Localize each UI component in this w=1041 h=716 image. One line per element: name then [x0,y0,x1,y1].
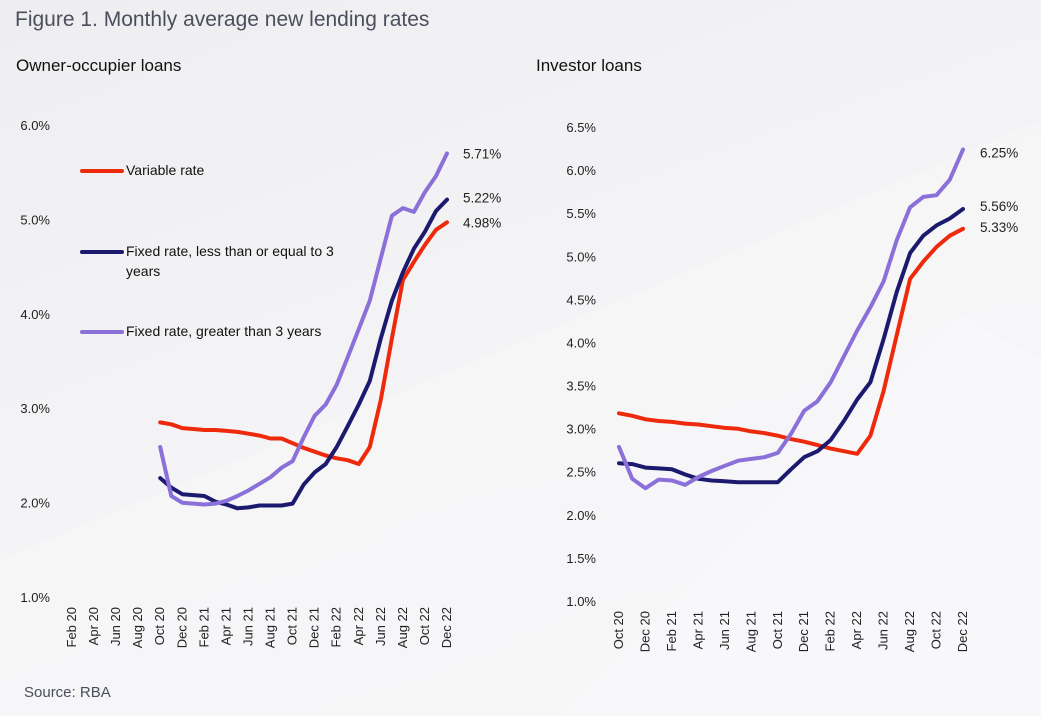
investor-ytick-label: 4.0% [566,335,596,350]
owner-xtick-label: Oct 21 [285,607,300,645]
investor-xtick-label: Dec 22 [955,611,970,652]
owner-xtick-label: Oct 20 [152,607,167,645]
investor-xtick-label: Jun 21 [717,611,732,650]
owner-xtick-label: Jun 20 [108,607,123,646]
investor-ytick-label: 4.5% [566,292,596,307]
owner-ytick-label: 3.0% [20,401,50,416]
investor-ytick-label: 3.0% [566,422,596,437]
source-note: Source: RBA [24,684,111,701]
owner-end-label-0: 4.98% [463,215,501,230]
owner-xtick-label: Dec 20 [174,607,189,648]
investor-ytick-label: 2.5% [566,465,596,480]
investor-xtick-label: Dec 20 [637,611,652,652]
owner-xtick-label: Dec 21 [307,607,322,648]
owner-xtick-label: Aug 21 [263,607,278,648]
owner-series-line-1 [158,197,449,511]
investor-xtick-label: Feb 22 [823,611,838,651]
investor-ytick-label: 6.0% [566,163,596,178]
legend-label-fixed-short: Fixed rate, less than or equal to 3 year… [126,243,334,279]
investor-xtick-label: Oct 22 [929,611,944,649]
legend-swatch-variable [80,169,124,173]
owner-ytick-label: 1.0% [20,590,50,605]
investor-xtick-label: Apr 22 [849,611,864,649]
investor-chart: 6.5% 6.0% 5.5% 5.0% 4.5% 4.0% 3.5% 3.0% 2.5% 2.0%… [566,120,1018,652]
owner-xtick-label: Feb 22 [329,607,344,647]
legend-item-fixed-long: Fixed rate, greater than 3 years [80,321,346,341]
investor-xtick-label: Jun 22 [876,611,891,650]
investor-xtick-label: Aug 21 [743,611,758,652]
owner-xtick-label: Apr 22 [351,607,366,645]
legend-swatch-fixed-long [80,330,124,334]
owner-occupier-panel-title: Owner-occupier loans [16,56,182,75]
investor-series-line-2 [617,147,965,491]
owner-xtick-label: Feb 20 [64,607,79,647]
owner-end-label-1: 5.22% [463,191,501,206]
owner-xtick-label: Feb 21 [196,607,211,647]
owner-ytick-label: 2.0% [20,496,50,511]
owner-series-line-2 [158,151,449,507]
investor-ytick-label: 5.0% [566,249,596,264]
investor-xtick-label: Feb 21 [664,611,679,651]
investor-xtick-label: Dec 21 [796,611,811,652]
investor-series-line-1 [617,207,965,485]
owner-xtick-label: Jun 22 [373,607,388,646]
legend-item-fixed-short: Fixed rate, less than or equal to 3 year… [80,241,346,281]
investor-ytick-label: 5.5% [566,206,596,221]
owner-occupier-chart: 6.0% 5.0% 4.0% 3.0% 2.0% 1.0% Feb 20 Apr 20 Jun … [20,118,501,648]
investor-xtick-label: Oct 20 [611,611,626,649]
investor-ytick-label: 2.0% [566,508,596,523]
investor-xtick-label: Apr 21 [690,611,705,649]
owner-ytick-label: 4.0% [20,307,50,322]
owner-ytick-label: 6.0% [20,118,50,133]
investor-ytick-label: 6.5% [566,120,596,135]
investor-panel-title: Investor loans [536,56,642,75]
figure-title: Figure 1. Monthly average new lending ra… [15,8,430,31]
owner-xtick-label: Jun 21 [240,607,255,646]
owner-xtick-label: Aug 20 [130,607,145,648]
investor-ytick-label: 1.5% [566,551,596,566]
owner-xtick-label: Apr 20 [86,607,101,645]
owner-ytick-label: 5.0% [20,212,50,227]
investor-series-line-0 [617,226,965,456]
investor-end-label-0: 5.33% [980,220,1018,235]
investor-end-label-2: 6.25% [980,146,1018,161]
investor-xtick-label: Oct 21 [770,611,785,649]
owner-xtick-label: Dec 22 [439,607,454,648]
legend-label-variable: Variable rate [126,162,205,178]
legend-item-variable: Variable rate [80,160,346,180]
owner-series-line-0 [158,220,449,466]
owner-xtick-label: Aug 22 [395,607,410,648]
investor-xtick-label: Aug 22 [902,611,917,652]
legend-label-fixed-long: Fixed rate, greater than 3 years [126,323,322,339]
owner-xtick-label: Oct 22 [417,607,432,645]
owner-end-label-2: 5.71% [463,146,501,161]
investor-ytick-label: 3.5% [566,379,596,394]
investor-end-label-1: 5.56% [980,199,1018,214]
owner-xtick-label: Apr 21 [218,607,233,645]
investor-ytick-label: 1.0% [566,594,596,609]
legend-swatch-fixed-short [80,250,124,254]
